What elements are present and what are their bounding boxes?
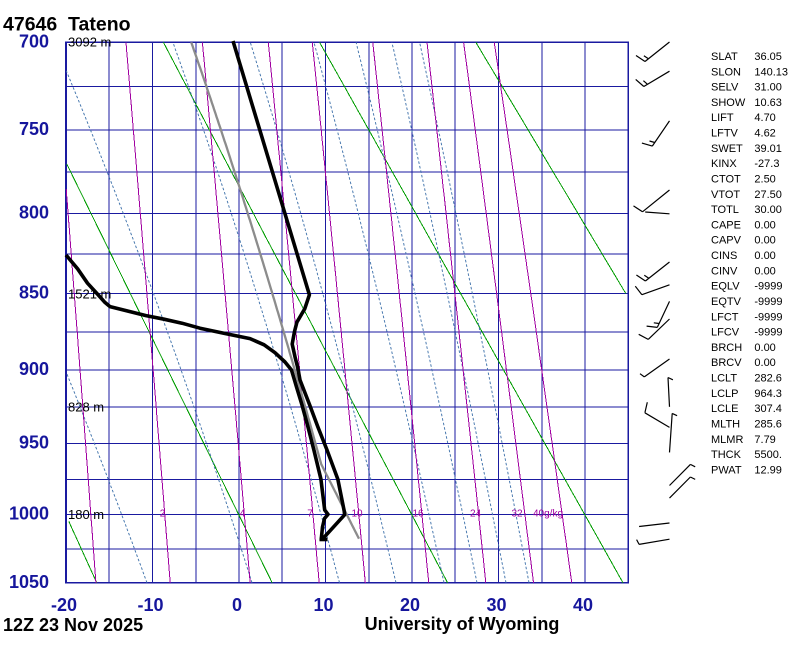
svg-text:47646 Tateno: 47646 Tateno	[3, 14, 131, 36]
svg-text:0: 0	[232, 595, 242, 615]
svg-text:CAPV: CAPV	[711, 235, 742, 247]
svg-text:2.50: 2.50	[754, 173, 775, 185]
svg-text:LCLT: LCLT	[711, 373, 737, 385]
svg-text:850: 850	[19, 283, 49, 303]
svg-text:0.00: 0.00	[754, 250, 775, 262]
svg-text:4.62: 4.62	[754, 128, 775, 140]
svg-text:0.00: 0.00	[754, 342, 775, 354]
svg-text:0.00: 0.00	[754, 219, 775, 231]
svg-text:7.79: 7.79	[754, 434, 775, 446]
svg-text:7: 7	[307, 509, 313, 520]
svg-text:10: 10	[313, 595, 333, 615]
svg-text:180 m: 180 m	[68, 507, 104, 522]
svg-text:1521 m: 1521 m	[68, 286, 111, 301]
svg-text:1050: 1050	[9, 572, 49, 592]
svg-text:282.6: 282.6	[754, 373, 782, 385]
svg-text:CINS: CINS	[711, 250, 737, 262]
svg-text:12.99: 12.99	[754, 464, 782, 476]
svg-text:20: 20	[400, 595, 420, 615]
svg-text:307.4: 307.4	[754, 403, 782, 415]
svg-text:750: 750	[19, 119, 49, 139]
svg-text:39.01: 39.01	[754, 143, 782, 155]
svg-text:30: 30	[486, 595, 506, 615]
svg-text:36.05: 36.05	[754, 51, 782, 63]
svg-text:TOTL: TOTL	[711, 204, 739, 216]
svg-text:LCLE: LCLE	[711, 403, 739, 415]
svg-text:4.70: 4.70	[754, 112, 775, 124]
svg-text:-9999: -9999	[754, 327, 782, 339]
svg-text:MLMR: MLMR	[711, 434, 743, 446]
svg-text:LFCT: LFCT	[711, 311, 739, 323]
svg-text:LFCV: LFCV	[711, 327, 740, 339]
svg-text:VTOT: VTOT	[711, 189, 740, 201]
svg-text:MLTH: MLTH	[711, 418, 740, 430]
svg-text:1000: 1000	[9, 504, 49, 524]
svg-text:-9999: -9999	[754, 311, 782, 323]
svg-text:SELV: SELV	[711, 82, 739, 94]
svg-text:0.00: 0.00	[754, 357, 775, 369]
svg-text:3092 m: 3092 m	[68, 35, 111, 50]
svg-text:SLON: SLON	[711, 66, 741, 78]
svg-text:27.50: 27.50	[754, 189, 782, 201]
svg-text:10.63: 10.63	[754, 97, 782, 109]
svg-text:LIFT: LIFT	[711, 112, 734, 124]
svg-text:EQLV: EQLV	[711, 281, 740, 293]
svg-text:0.00: 0.00	[754, 265, 775, 277]
svg-text:140.13: 140.13	[754, 66, 788, 78]
svg-text:SLAT: SLAT	[711, 51, 738, 63]
svg-text:CTOT: CTOT	[711, 173, 741, 185]
svg-text:-27.3: -27.3	[754, 158, 779, 170]
svg-text:-20: -20	[51, 595, 77, 615]
svg-text:31.00: 31.00	[754, 82, 782, 94]
svg-text:12Z 23 Nov 2025: 12Z 23 Nov 2025	[3, 615, 143, 635]
svg-text:828 m: 828 m	[68, 399, 104, 414]
svg-text:700: 700	[19, 32, 49, 52]
svg-text:-10: -10	[137, 595, 163, 615]
svg-text:800: 800	[19, 203, 49, 223]
svg-text:SHOW: SHOW	[711, 97, 746, 109]
svg-text:-9999: -9999	[754, 296, 782, 308]
svg-text:24: 24	[470, 509, 482, 520]
svg-text:THCK: THCK	[711, 449, 742, 461]
svg-text:University of Wyoming: University of Wyoming	[365, 614, 560, 634]
svg-text:32: 32	[511, 509, 523, 520]
svg-text:LFTV: LFTV	[711, 128, 739, 140]
svg-text:LCLP: LCLP	[711, 388, 739, 400]
svg-text:964.3: 964.3	[754, 388, 782, 400]
svg-text:4: 4	[240, 509, 246, 520]
svg-text:30.00: 30.00	[754, 204, 782, 216]
svg-text:BRCV: BRCV	[711, 357, 742, 369]
svg-text:285.6: 285.6	[754, 418, 782, 430]
svg-text:900: 900	[19, 359, 49, 379]
svg-text:950: 950	[19, 433, 49, 453]
svg-text:2: 2	[160, 509, 166, 520]
svg-text:KINX: KINX	[711, 158, 737, 170]
svg-text:5500.: 5500.	[754, 449, 782, 461]
svg-text:40g/kg: 40g/kg	[533, 509, 563, 520]
svg-text:40: 40	[573, 595, 593, 615]
svg-text:-9999: -9999	[754, 281, 782, 293]
svg-text:SWET: SWET	[711, 143, 743, 155]
svg-text:10: 10	[351, 509, 363, 520]
svg-text:PWAT: PWAT	[711, 464, 742, 476]
svg-text:BRCH: BRCH	[711, 342, 742, 354]
svg-text:EQTV: EQTV	[711, 296, 742, 308]
svg-text:CINV: CINV	[711, 265, 738, 277]
svg-text:16: 16	[412, 509, 424, 520]
svg-text:0.00: 0.00	[754, 235, 775, 247]
svg-text:CAPE: CAPE	[711, 219, 741, 231]
